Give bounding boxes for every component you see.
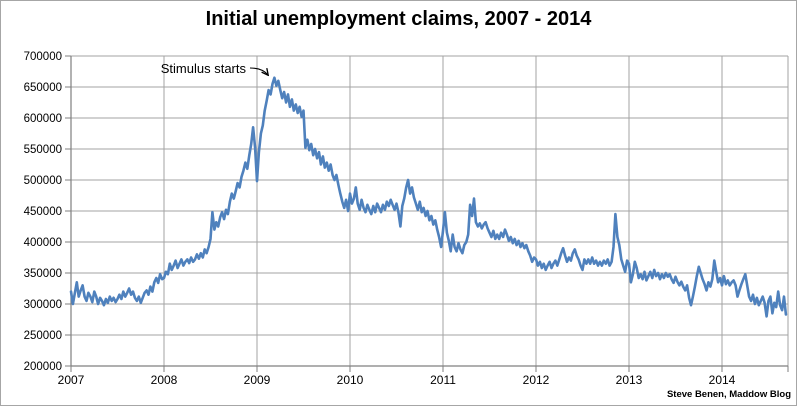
x-tick-label: 2009: [244, 373, 271, 387]
y-tick-label: 550000: [24, 144, 62, 156]
x-tick-label: 2010: [337, 373, 364, 387]
y-tick-label: 300000: [24, 299, 62, 311]
y-tick-label: 250000: [24, 330, 62, 342]
x-tick-label: 2007: [58, 373, 85, 387]
y-tick-label: 700000: [24, 51, 62, 63]
chart-render-layer: 700000 650000 600000 550000 500000 450000 4000…: [24, 51, 789, 387]
y-tick-label: 350000: [24, 268, 62, 280]
attribution-credit: Steve Benen, Maddow Blog: [666, 389, 791, 400]
x-tick-label: 2012: [523, 373, 550, 387]
x-tick-label: 2011: [430, 373, 456, 387]
x-tick-label: 2013: [616, 373, 643, 387]
annotation-arrow: [249, 67, 268, 75]
y-tick-label: 400000: [24, 237, 62, 249]
y-tick-label: 600000: [24, 113, 62, 125]
y-tick-label: 450000: [24, 206, 62, 218]
x-tick-label: 2014: [709, 373, 736, 387]
x-tick-label: 2008: [151, 373, 178, 387]
annotation-stimulus-label: Stimulus starts: [160, 61, 246, 76]
y-tick-label: 200000: [24, 361, 62, 373]
y-tick-label: 500000: [24, 175, 62, 187]
chart-title: Initial unemployment claims, 2007 - 2014: [205, 8, 592, 30]
y-tick-label: 650000: [24, 82, 62, 94]
series-line-initial-claims: [69, 76, 788, 318]
